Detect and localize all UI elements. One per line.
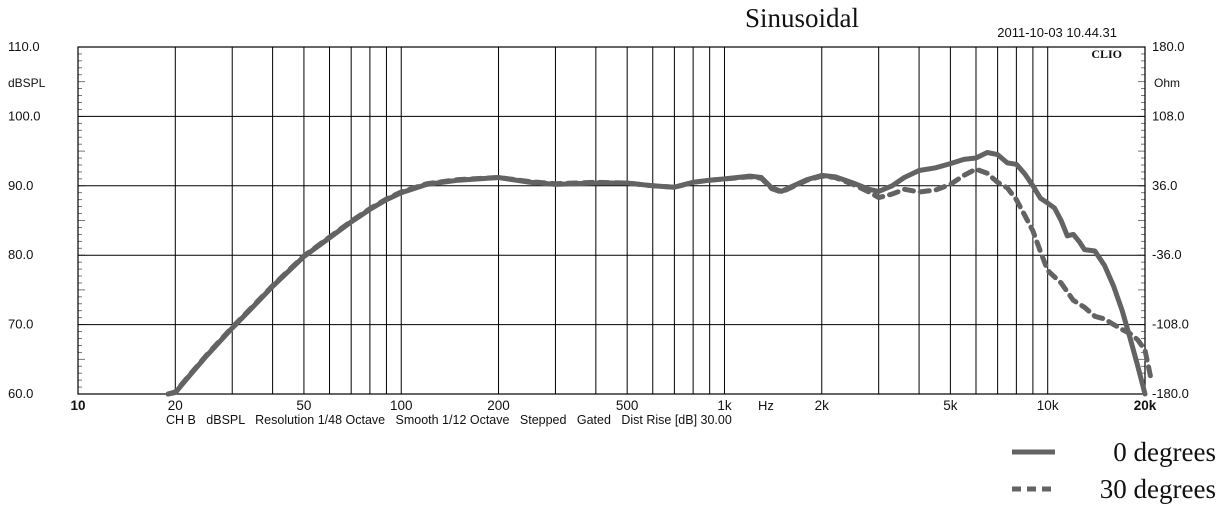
y2-tick-label: -180.0: [1152, 386, 1189, 401]
x-tick-label: 200: [487, 398, 510, 413]
x-tick-label: 10k: [1037, 398, 1059, 413]
y-tick-label: 100.0: [8, 108, 41, 123]
y-tick-label: 80.0: [8, 247, 33, 262]
y2-tick-label: 108.0: [1152, 108, 1185, 123]
horizontal-gridlines: [78, 115, 1145, 326]
x-tick-label: 10: [70, 398, 85, 413]
y-tick-label: 90.0: [8, 178, 33, 193]
x-tick-label: 1k: [717, 398, 732, 413]
timestamp: 2011-10-03 10.44.31: [997, 25, 1117, 40]
x-tick-label: 100: [390, 398, 413, 413]
y-tick-label: 60.0: [8, 386, 33, 401]
plot-frame: [77, 46, 1146, 395]
x-tick-label: 50: [296, 398, 311, 413]
settings-footer: CH B dBSPL Resolution 1/48 Octave Smooth…: [166, 413, 732, 427]
y2-tick-label: 180.0: [1152, 39, 1185, 54]
x-axis-label: Hz: [758, 398, 774, 413]
x-tick-label: 5k: [943, 398, 958, 413]
x-tick-label: 500: [616, 398, 639, 413]
vertical-gridlines: [174, 47, 1049, 394]
series-lines: [165, 150, 1154, 397]
clio-brand: CLIO: [1091, 47, 1122, 61]
y2-tick-label: 36.0: [1152, 178, 1177, 193]
chart-title: Sinusoidal: [745, 3, 859, 33]
y2-tick-label: -108.0: [1152, 317, 1189, 332]
minor-ticks: [78, 46, 1145, 395]
y2-axis-label: Ohm: [1154, 76, 1180, 90]
series-line-0-degrees: [165, 150, 1148, 397]
x-tick-label: 20k: [1134, 398, 1157, 413]
y2-tick-labels: -180.0 -108.0 -36.0 36.0 108.0 180.0: [1152, 39, 1189, 401]
y-tick-label: 70.0: [8, 317, 33, 332]
x-tick-labels: 10 20 50 100 200 500 1k 2k 5k 10k 20k: [70, 398, 1156, 413]
x-tick-label: 2k: [815, 398, 830, 413]
y2-tick-label: -36.0: [1152, 247, 1182, 262]
y-tick-labels: 60.0 70.0 80.0 90.0 100.0 110.0: [8, 39, 41, 401]
legend-label-30-degrees: 30 degrees: [1100, 474, 1216, 504]
legend: 0 degrees 30 degrees: [1012, 437, 1216, 504]
series-line-30-degrees: [165, 166, 1154, 397]
x-tick-label: 20: [168, 398, 183, 413]
legend-label-0-degrees: 0 degrees: [1113, 437, 1216, 467]
y-tick-label: 110.0: [8, 39, 40, 54]
y-axis-label: dBSPL: [8, 76, 46, 90]
